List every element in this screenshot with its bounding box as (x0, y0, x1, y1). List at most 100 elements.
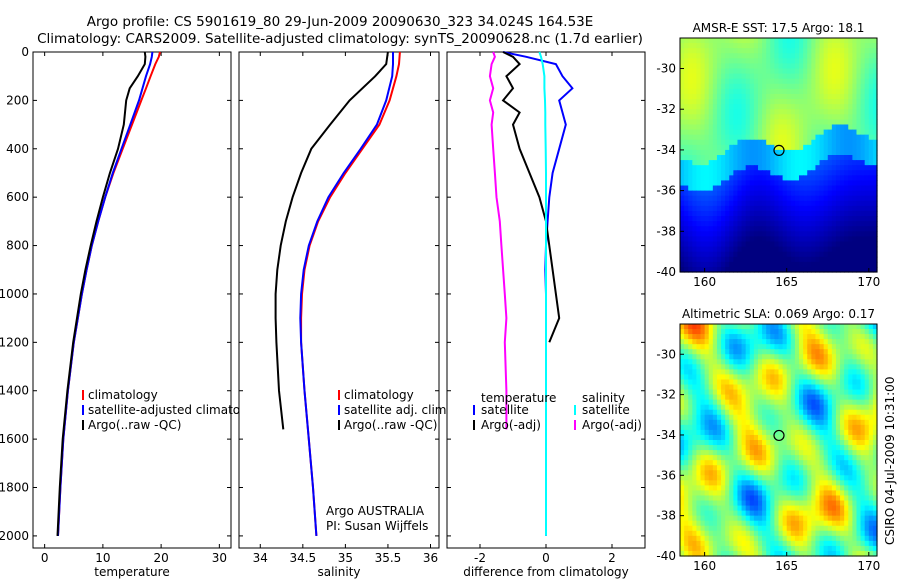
map-cell (770, 480, 775, 486)
map-cell (696, 505, 702, 512)
map-cell (778, 114, 784, 120)
map-cell (733, 134, 739, 141)
map-cell (848, 374, 853, 381)
map-cell (700, 495, 706, 502)
map-cell (807, 530, 812, 537)
map-cell (827, 389, 833, 396)
series-line-temp-argo (501, 51, 561, 343)
map-cell (827, 359, 833, 365)
map-cell (803, 231, 808, 237)
map-cell (741, 364, 747, 370)
map-cell (864, 364, 870, 370)
map-cell (684, 195, 689, 202)
map-cell (766, 455, 771, 461)
map-cell (782, 399, 788, 406)
map-cell (872, 475, 878, 481)
map-cell (700, 334, 706, 340)
map-cell (700, 165, 706, 171)
map-cell (872, 144, 878, 151)
map-cell (729, 246, 734, 253)
map-cell (733, 530, 739, 537)
map-cell (803, 369, 808, 376)
map-cell (852, 236, 858, 243)
map-cell (811, 460, 817, 466)
map-cell (692, 63, 698, 70)
map-cell (811, 210, 817, 217)
map-cell (786, 480, 792, 486)
map-cell (770, 364, 775, 370)
map-cell (864, 414, 870, 421)
map-cell (815, 500, 821, 507)
map-cell (819, 160, 825, 166)
map-cell (794, 455, 800, 461)
map-cell (844, 414, 849, 421)
map-cell (729, 180, 734, 187)
map-cell (737, 88, 743, 95)
map-cell (778, 500, 784, 507)
map-cell (872, 339, 878, 345)
map-cell (852, 104, 858, 110)
map-cell (794, 221, 800, 227)
map-cell (786, 175, 792, 182)
map-cell (868, 266, 874, 273)
map-cell (721, 43, 726, 49)
map-cell (852, 354, 858, 360)
map-cell (872, 165, 878, 171)
map-cell (692, 530, 698, 537)
map-cell (856, 58, 862, 65)
map-cell (803, 540, 808, 547)
map-cell (778, 550, 784, 557)
map-cell (716, 359, 722, 365)
map-cell (696, 38, 702, 44)
map-cell (786, 379, 792, 386)
map-cell (864, 404, 870, 411)
map-cell (725, 460, 730, 466)
map-cell (815, 404, 821, 411)
map-cell (774, 88, 780, 95)
map-cell (741, 379, 747, 386)
map-cell (721, 210, 726, 217)
map-cell (704, 266, 710, 273)
map-cell (684, 109, 689, 115)
map-cell (749, 480, 755, 486)
map-cell (840, 58, 845, 65)
map-cell (757, 480, 763, 486)
map-cell (823, 251, 829, 258)
map-cell (762, 216, 767, 222)
map-cell (700, 261, 706, 268)
map-cell (860, 231, 866, 237)
map-cell (680, 404, 685, 411)
map-cell (729, 43, 734, 49)
map-cell (848, 535, 853, 542)
map-cell (831, 216, 837, 222)
map-cell (794, 134, 800, 141)
map-cell (844, 429, 849, 436)
map-cell (840, 550, 845, 557)
map-cell (745, 149, 751, 156)
map-cell (786, 414, 792, 421)
map-cell (749, 261, 755, 268)
map-cell (815, 144, 821, 151)
map-cell (737, 261, 743, 268)
map-cell (778, 185, 784, 192)
map-cell (840, 144, 845, 151)
map-cell (696, 210, 702, 217)
map-cell (790, 329, 796, 335)
map-cell (680, 520, 685, 527)
credit-text: CSIRO 04-Jul-2009 10:31:00 (883, 377, 897, 545)
map-cell (729, 195, 734, 202)
map-cell (872, 530, 878, 537)
map-cell (725, 109, 730, 115)
map-cell (856, 226, 862, 232)
map-cell (725, 440, 730, 446)
y-tick-label: -38 (656, 509, 676, 523)
map-cell (704, 200, 710, 207)
map-cell (749, 119, 755, 126)
map-cell (840, 485, 845, 492)
map-cell (872, 455, 878, 461)
map-cell (844, 419, 849, 426)
map-cell (737, 144, 743, 151)
map-cell (856, 404, 862, 411)
map-cell (729, 165, 734, 171)
